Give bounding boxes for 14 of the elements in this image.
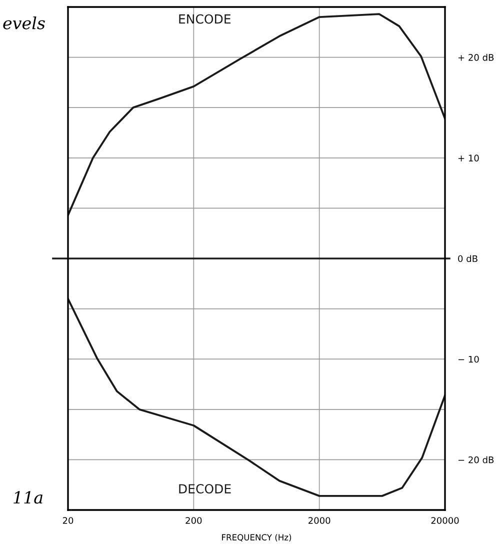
x-tick-label: 2000 (308, 517, 330, 524)
text: ENCODE (179, 14, 231, 24)
y-tick-label: + 20 dB (458, 54, 494, 61)
y-tick-label: − 10 (458, 356, 479, 363)
text: evels (3, 16, 45, 30)
text: 11a (14, 491, 42, 504)
y-tick-label: + 10 (458, 154, 479, 162)
y-tick-label: 0 dB (458, 255, 478, 262)
x-axis-title: FREQUENCY (Hz) (222, 534, 292, 542)
text: DECODE (179, 484, 231, 494)
x-tick-label: 200 (186, 517, 202, 524)
y-tick-label: − 20 dB (458, 456, 494, 464)
x-tick-label: 20000 (431, 517, 459, 524)
x-tick-label: 20 (62, 517, 74, 524)
